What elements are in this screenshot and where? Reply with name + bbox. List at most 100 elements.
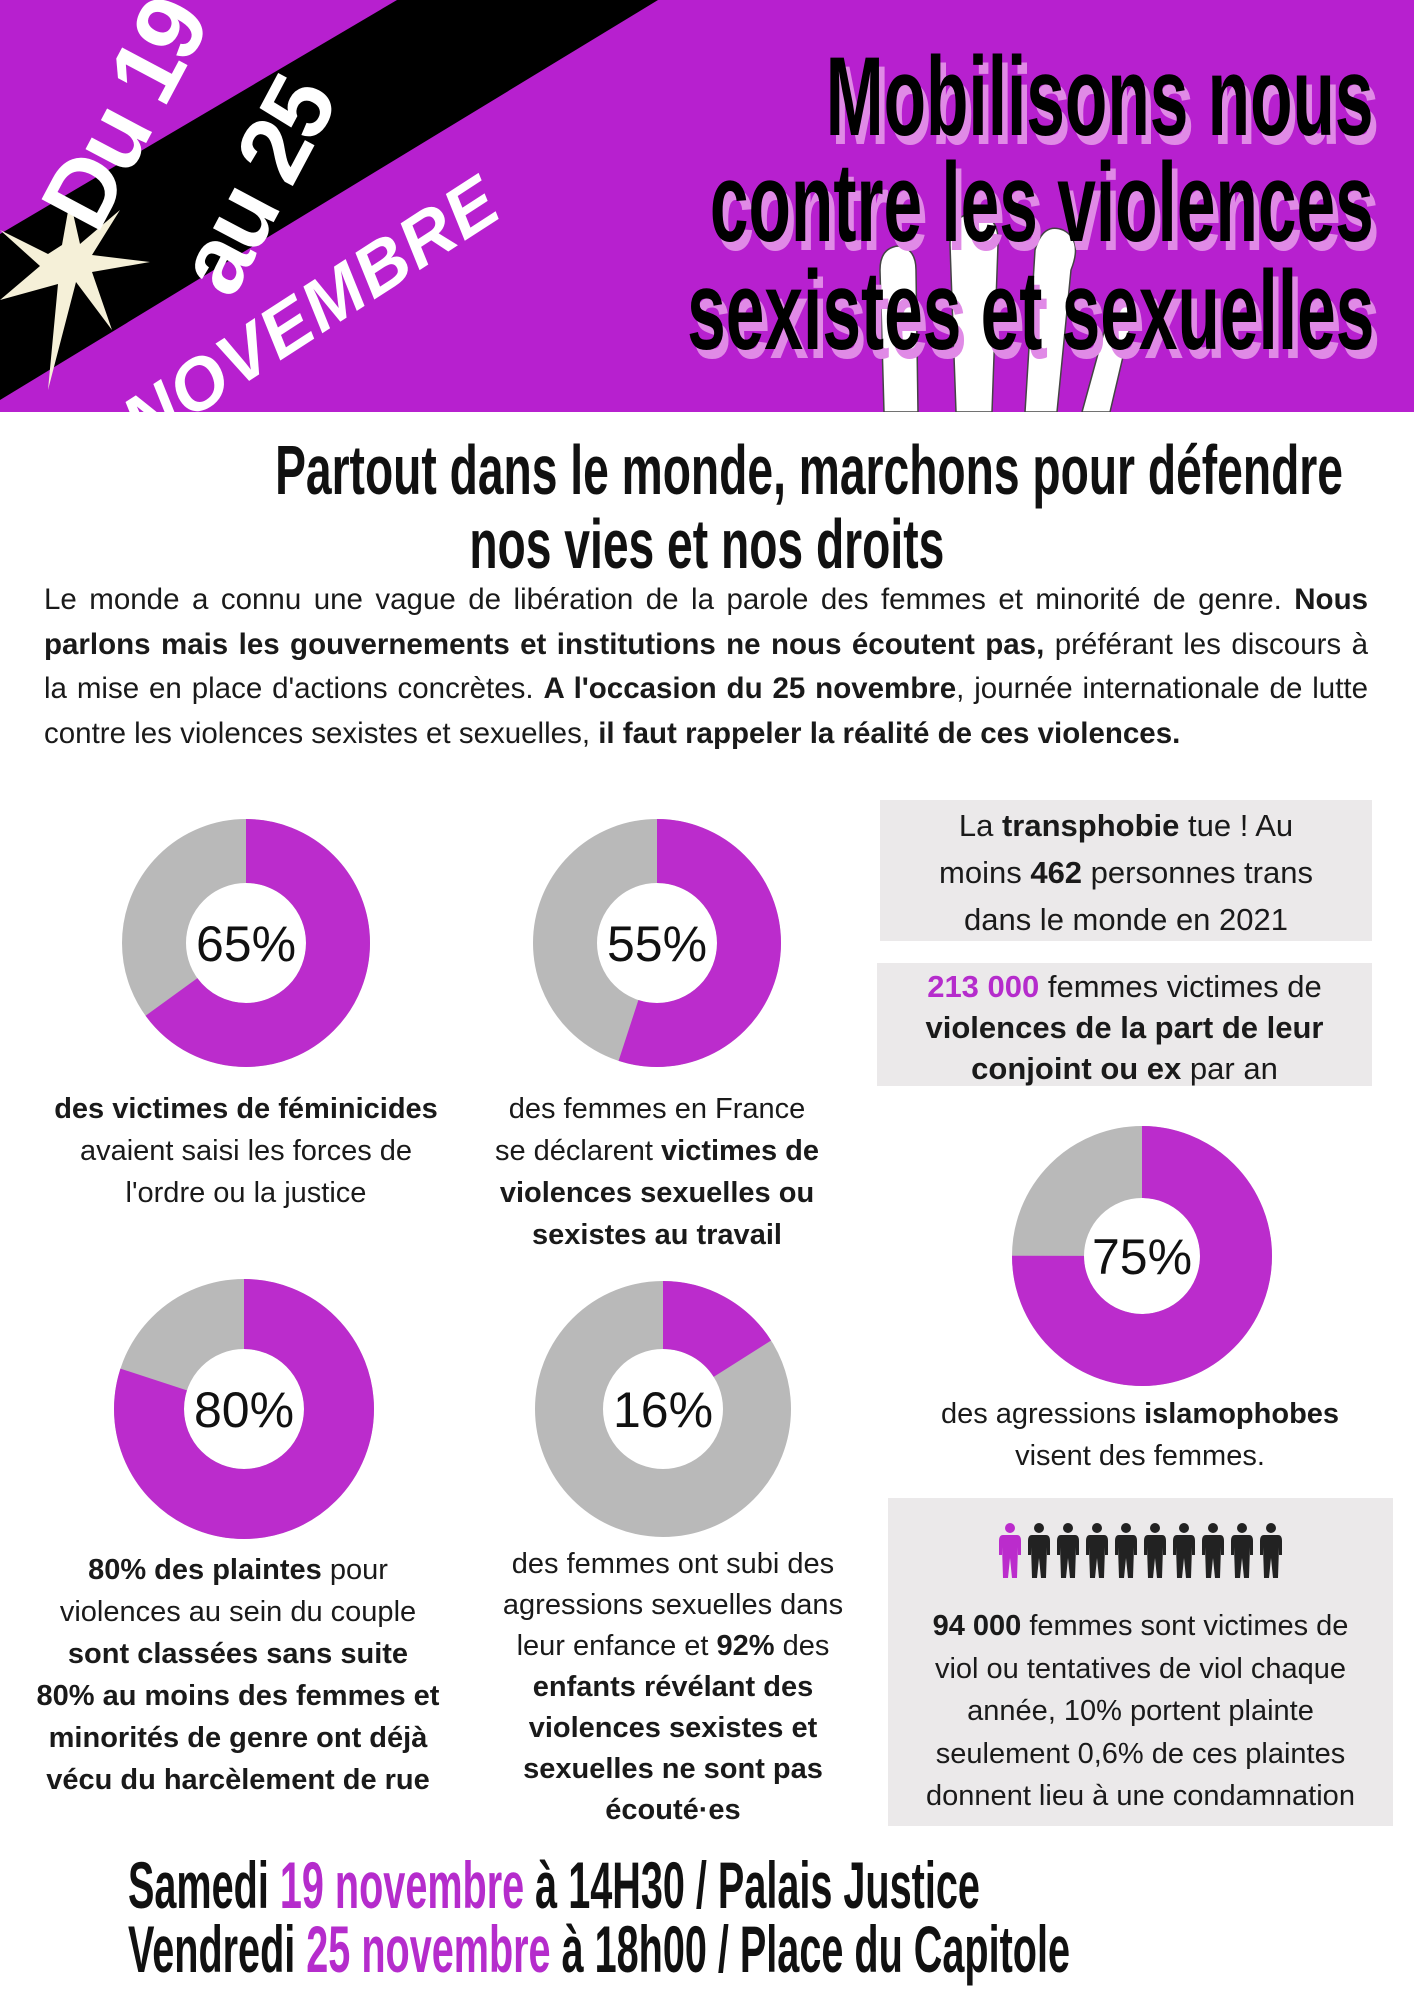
donut-chart: 80% <box>114 1279 374 1539</box>
donut-label: 65% <box>196 916 296 972</box>
caption-work-violence: des femmes en France se déclarent victime… <box>495 1088 819 1256</box>
text-segment: agressions sexuelles dans <box>502 1589 844 1621</box>
donut-slice-value <box>114 1279 374 1539</box>
header-graphics <box>0 0 1135 412</box>
rape-stats-text: 94 000 femmes sont victimes de viol ou te… <box>888 1605 1393 1818</box>
text-segment: conjoint ou ex <box>971 1051 1182 1086</box>
text-segment: viol ou tentatives de viol chaque <box>934 1652 1347 1685</box>
raised-fists-icon <box>879 212 1135 412</box>
headline-line-2: nos vies et nos droits <box>469 505 945 583</box>
text-line: donnent lieu à une condamnation <box>888 1775 1393 1818</box>
text-segment: violences sexuelles ou <box>499 1177 815 1209</box>
caption-complaints: 80% des plaintes pour violences au sein d… <box>37 1549 440 1801</box>
text-segment: écouté·es <box>605 1794 741 1826</box>
text-segment: par an <box>1181 1051 1278 1086</box>
person-icon <box>1115 1523 1137 1578</box>
donut-slice-value <box>535 1281 791 1537</box>
text-line: moins 462 personnes trans <box>880 849 1372 896</box>
caption-feminicides: des victimes de féminicides avaient saisi… <box>54 1088 438 1214</box>
text-line: écouté·es <box>503 1790 843 1831</box>
text-segment: sont classées sans suite <box>67 1638 409 1670</box>
text-segment: des agressions <box>940 1398 1145 1430</box>
donut-slice-value <box>1012 1126 1272 1386</box>
text-line: sexuelles ne sont pas <box>503 1749 843 1790</box>
event-segment: Samedi <box>128 1848 280 1922</box>
intro-segment: , journée internationale de lutte contre… <box>44 672 1369 750</box>
rape-stats-box: 94 000 femmes sont victimes de viol ou te… <box>888 1498 1393 1826</box>
donut-label: 80% <box>194 1382 294 1438</box>
title-line-1: Mobilisons nous <box>0 34 1374 159</box>
text-line: violences de la part de leur <box>877 1007 1372 1048</box>
text-segment: transphobie <box>1001 808 1180 843</box>
event-segment: à 14H30 / Palais Justice <box>524 1848 980 1922</box>
text-line: sexistes au travail <box>495 1214 819 1256</box>
donut-slice-value <box>122 819 370 1067</box>
text-segment: sexistes au travail <box>532 1219 782 1251</box>
text-line: des victimes de féminicides <box>54 1088 438 1130</box>
text-segment: tue ! Au <box>1179 808 1294 843</box>
event-date: 19 novembre <box>279 1848 525 1922</box>
title-text: contre les violences <box>710 140 1374 265</box>
text-line: agressions sexuelles dans <box>503 1585 843 1626</box>
person-icon <box>1086 1523 1108 1578</box>
text-segment: dans le monde en 2021 <box>963 902 1289 937</box>
intro-segment: A l'occasion du 25 novembre <box>543 672 957 706</box>
donut-label: 55% <box>607 916 707 972</box>
text-segment: l'ordre ou la justice <box>125 1177 367 1209</box>
text-line: des femmes en France <box>495 1088 819 1130</box>
text-line: des femmes ont subi des <box>503 1544 843 1585</box>
person-icon <box>1231 1523 1253 1578</box>
intro-segment: préférant les discours à la mise en plac… <box>44 627 1368 706</box>
domestic-violence-box: 213 000 femmes victimes de violences de l… <box>877 963 1372 1086</box>
title-text: Mobilisons nous <box>826 34 1374 159</box>
text-segment: donnent lieu à une condamnation <box>926 1780 1355 1812</box>
person-icon <box>1202 1523 1224 1578</box>
person-icon <box>1173 1523 1195 1578</box>
text-segment: La <box>958 808 1002 843</box>
text-line: 94 000 femmes sont victimes de <box>888 1605 1393 1648</box>
starburst-icon <box>0 200 150 390</box>
donut-chart: 16% <box>535 1281 791 1537</box>
text-segment: sexuelles ne sont pas <box>523 1753 823 1785</box>
event-friday: Vendredi 25 novembre à 18h00 / Place du … <box>128 1916 1414 1982</box>
headline: Partout dans le monde, marchons pour déf… <box>0 433 1414 581</box>
text-segment: islamophobes <box>1144 1398 1340 1430</box>
text-line: vécu du harcèlement de rue <box>37 1759 440 1801</box>
text-line: violences au sein du couple <box>37 1591 440 1633</box>
text-line: violences sexistes et <box>503 1708 843 1749</box>
intro-segment: il faut rappeler la réalité de ces viole… <box>598 716 1181 750</box>
text-segment: femmes sont victimes de <box>1021 1610 1349 1642</box>
text-line: l'ordre ou la justice <box>54 1172 438 1214</box>
text-line: se déclarent victimes de <box>495 1130 819 1172</box>
person-icon <box>999 1523 1021 1578</box>
black-diagonal-band <box>0 0 658 400</box>
text-segment: victimes de <box>661 1135 820 1167</box>
header-banner: Du 19 au 25 NOVEMBRE Mobilisons nous con… <box>0 0 1414 412</box>
text-segment: leur enfance et <box>516 1630 717 1662</box>
text-segment: des femmes en France <box>508 1093 806 1125</box>
text-segment: seulement 0,6% de ces plaintes <box>935 1737 1346 1770</box>
text-line: 213 000 femmes victimes de <box>877 966 1372 1007</box>
text-line: visent des femmes. <box>941 1435 1339 1477</box>
text-line: 80% au moins des femmes et <box>37 1675 440 1717</box>
event-text: Samedi 19 novembre à 14H30 / Palais Just… <box>128 1852 980 1918</box>
text-segment: des femmes ont subi des <box>511 1548 835 1580</box>
text-segment: violences de la part de leur <box>925 1010 1324 1045</box>
text-segment: pour <box>321 1554 388 1586</box>
text-line: La transphobie tue ! Au <box>880 802 1372 849</box>
transphobia-box: La transphobie tue ! Au moins 462 personn… <box>880 800 1372 941</box>
person-icon <box>1260 1523 1282 1578</box>
donut-label: 16% <box>613 1382 713 1438</box>
text-line: enfants révélant des <box>503 1667 843 1708</box>
text-line: conjoint ou ex par an <box>877 1048 1372 1089</box>
text-segment: violences sexistes et <box>528 1712 818 1744</box>
text-segment: se déclarent <box>494 1135 662 1167</box>
text-segment: vécu du harcèlement de rue <box>46 1764 430 1796</box>
event-segment: à 18h00 / Place du Capitole <box>550 1912 1070 1986</box>
event-saturday: Samedi 19 novembre à 14H30 / Palais Just… <box>128 1852 1414 1918</box>
donut-slice-value <box>533 819 781 1067</box>
text-segment: année, 10% portent plainte <box>967 1695 1314 1727</box>
caption-islamophobia: des agressions islamophobes visent des fe… <box>941 1393 1339 1477</box>
text-line: avaient saisi les forces de <box>54 1130 438 1172</box>
text-line: viol ou tentatives de viol chaque <box>888 1648 1393 1691</box>
